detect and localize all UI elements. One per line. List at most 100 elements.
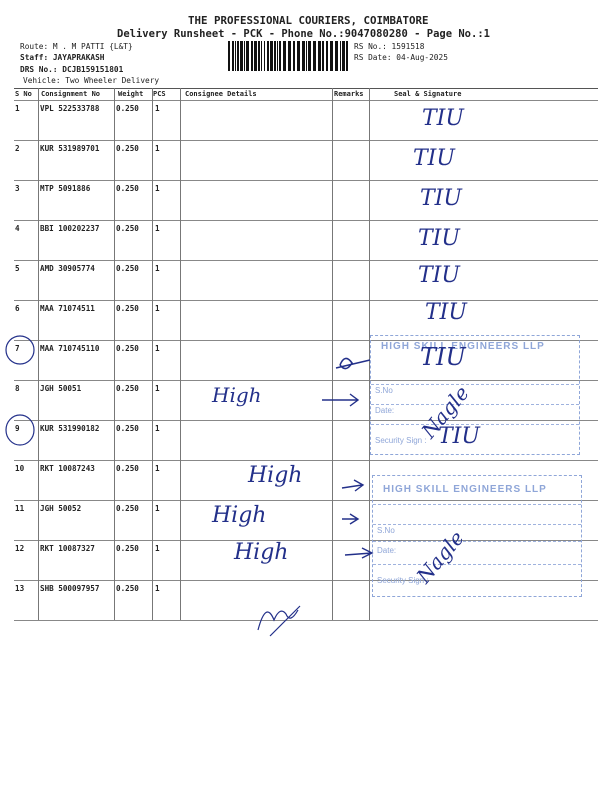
- cell-sno: 13: [15, 584, 25, 593]
- cell-consignment: JGH 50051: [40, 384, 82, 393]
- cell-consignment: SHB 500097957: [40, 584, 100, 593]
- stamp-date-label: Date:: [377, 546, 397, 555]
- cell-consignment: KUR 531989701: [40, 144, 100, 153]
- cell-consignment: RKT 10087243: [40, 464, 95, 473]
- column-header: Weight: [118, 90, 144, 98]
- cell-consignment: RKT 10087327: [40, 544, 95, 553]
- runsheet-subtitle: Delivery Runsheet - PCK - Phone No.:9047…: [117, 28, 490, 40]
- column-divider: [114, 88, 115, 620]
- barcode-bar: [335, 41, 338, 71]
- stamp-sno-label: S.No: [375, 386, 393, 395]
- cell-pcs: 1: [155, 464, 160, 473]
- barcode-bar: [235, 41, 236, 71]
- handwritten-signature: TIU: [422, 106, 464, 131]
- cell-pcs: 1: [155, 144, 160, 153]
- cell-sno: 8: [15, 384, 20, 393]
- drs-no: DRS No.: DCJB159151801: [20, 65, 124, 74]
- cell-consignment: AMD 30905774: [40, 264, 95, 273]
- company-title: THE PROFESSIONAL COURIERS, COIMBATORE: [188, 14, 429, 27]
- column-header: PCS: [153, 90, 166, 98]
- cell-consignment: VPL 522533788: [40, 104, 100, 113]
- staff: Staff: JAYAPRAKASH: [20, 53, 105, 62]
- cell-pcs: 1: [155, 344, 160, 353]
- column-divider: [369, 88, 370, 620]
- cell-sno: 2: [15, 144, 20, 153]
- cell-pcs: 1: [155, 224, 160, 233]
- cell-sno: 3: [15, 184, 20, 193]
- cell-consignment: JGH 50052: [40, 504, 82, 513]
- barcode-bar: [254, 41, 257, 71]
- row-divider: [14, 380, 598, 381]
- barcode-bar: [279, 41, 281, 71]
- handwritten-signature: TIU: [425, 300, 467, 325]
- row-divider: [14, 220, 598, 221]
- barcode-bar: [277, 41, 278, 71]
- handwritten-signature: TIU: [418, 263, 460, 288]
- cell-weight: 0.250: [116, 304, 139, 313]
- cell-sno: 9: [15, 424, 20, 433]
- column-divider: [180, 88, 181, 620]
- table-top-border: [14, 88, 598, 89]
- cell-consignment: MTP 5091886: [40, 184, 91, 193]
- barcode-bar: [288, 41, 291, 71]
- stamp-company: HIGH SKILL ENGINEERS LLP: [381, 341, 545, 352]
- handwritten-signature: TIU: [420, 343, 466, 371]
- barcode-bar: [330, 41, 333, 71]
- column-divider: [332, 88, 333, 620]
- handwritten-remark: High: [212, 503, 267, 528]
- row-divider: [14, 260, 598, 261]
- vehicle: Vehicle: Two Wheeler Delivery: [23, 76, 160, 85]
- barcode-bar: [308, 41, 311, 71]
- row-divider: [14, 500, 598, 501]
- handwritten-remark: High: [248, 463, 303, 488]
- route: Route: M . M PATTI {L&T}: [20, 42, 133, 51]
- cell-weight: 0.250: [116, 504, 139, 513]
- cell-weight: 0.250: [116, 544, 139, 553]
- cell-sno: 5: [15, 264, 20, 273]
- cell-weight: 0.250: [116, 344, 139, 353]
- row-divider: [14, 460, 598, 461]
- handwritten-remark: High: [234, 540, 289, 565]
- cell-sno: 11: [15, 504, 25, 513]
- barcode-bar: [318, 41, 321, 71]
- cell-weight: 0.250: [116, 584, 139, 593]
- scribble-icon: [335, 357, 371, 370]
- cell-pcs: 1: [155, 544, 160, 553]
- cell-sno: 6: [15, 304, 20, 313]
- cell-sno: 4: [15, 224, 20, 233]
- barcode-bar: [302, 41, 305, 71]
- row-divider: [14, 140, 598, 141]
- cell-sno: 10: [15, 464, 25, 473]
- circle-mark-icon: [5, 414, 35, 446]
- cell-weight: 0.250: [116, 104, 139, 113]
- cell-consignment: BBI 100202237: [40, 224, 100, 233]
- row-divider: [14, 620, 598, 621]
- row-divider: [14, 580, 598, 581]
- column-divider: [38, 88, 39, 620]
- cell-pcs: 1: [155, 384, 160, 393]
- cell-sno: 7: [15, 344, 20, 353]
- cell-consignment: MAA 71074511: [40, 304, 95, 313]
- row-divider: [14, 300, 598, 301]
- barcode: [228, 41, 348, 71]
- barcode-bar: [274, 41, 276, 71]
- row-divider: [14, 420, 598, 421]
- cell-weight: 0.250: [116, 144, 139, 153]
- column-divider: [152, 88, 153, 620]
- cell-weight: 0.250: [116, 184, 139, 193]
- barcode-bar: [240, 41, 243, 71]
- stamp-company: HIGH SKILL ENGINEERS LLP: [383, 484, 547, 495]
- barcode-bar: [258, 41, 260, 71]
- barcode-bar: [228, 41, 230, 71]
- barcode-bar: [322, 41, 324, 71]
- cell-pcs: 1: [155, 304, 160, 313]
- cell-weight: 0.250: [116, 464, 139, 473]
- handwritten-remark: High: [212, 383, 262, 407]
- handwritten-signature: TIU: [420, 186, 462, 211]
- cell-weight: 0.250: [116, 424, 139, 433]
- column-header: Remarks: [334, 90, 364, 98]
- cell-consignment: KUR 531990182: [40, 424, 100, 433]
- cell-weight: 0.250: [116, 224, 139, 233]
- barcode-bar: [244, 41, 245, 71]
